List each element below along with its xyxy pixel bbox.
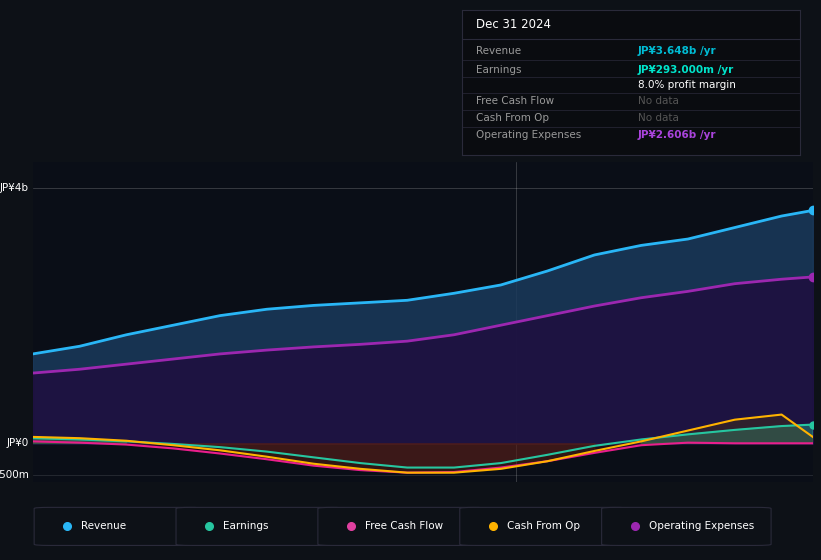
Text: Cash From Op: Cash From Op [475,113,548,123]
Text: Revenue: Revenue [475,45,521,55]
Text: Operating Expenses: Operating Expenses [649,521,754,531]
Text: JP¥0: JP¥0 [7,438,29,449]
Text: 2023: 2023 [251,497,282,511]
Text: Operating Expenses: Operating Expenses [475,130,580,141]
Text: 8.0% profit margin: 8.0% profit margin [638,80,736,90]
FancyBboxPatch shape [176,507,346,545]
Text: 2024: 2024 [626,497,657,511]
FancyBboxPatch shape [318,507,488,545]
Text: No data: No data [638,113,679,123]
Text: JP¥2.606b /yr: JP¥2.606b /yr [638,130,716,141]
Text: JP¥3.648b /yr: JP¥3.648b /yr [638,45,717,55]
FancyBboxPatch shape [602,507,771,545]
Text: JP¥293.000m /yr: JP¥293.000m /yr [638,65,734,75]
FancyBboxPatch shape [34,507,204,545]
Text: Free Cash Flow: Free Cash Flow [365,521,443,531]
Text: Free Cash Flow: Free Cash Flow [475,96,553,106]
FancyBboxPatch shape [460,507,629,545]
Text: Dec 31 2024: Dec 31 2024 [475,18,551,31]
Text: No data: No data [638,96,679,106]
Text: Revenue: Revenue [81,521,126,531]
Text: -JP¥500m: -JP¥500m [0,470,29,480]
Text: JP¥4b: JP¥4b [0,183,29,193]
Text: Earnings: Earnings [223,521,268,531]
Text: Cash From Op: Cash From Op [507,521,580,531]
Text: Earnings: Earnings [475,65,521,75]
